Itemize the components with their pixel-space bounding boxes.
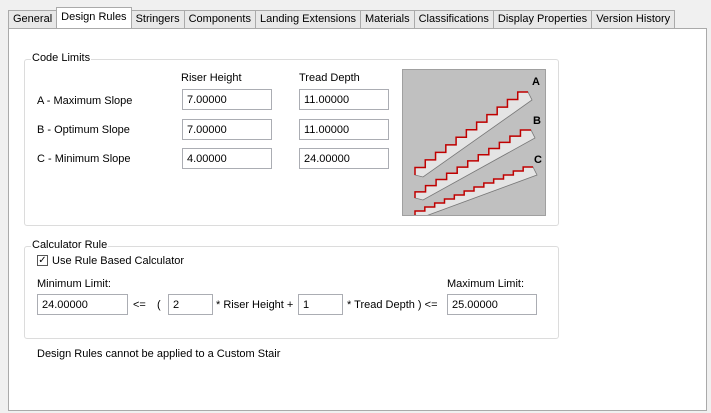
le-operator: <= xyxy=(133,299,146,311)
image-label-c: C xyxy=(534,154,542,166)
use-rule-calculator-label: Use Rule Based Calculator xyxy=(52,255,185,267)
tab-stringers[interactable]: Stringers xyxy=(130,10,185,28)
min-slope-riser-input[interactable]: 4.00000 xyxy=(182,148,272,169)
tab-materials[interactable]: Materials xyxy=(359,10,415,28)
tab-version-history[interactable]: Version History xyxy=(591,10,676,28)
opt-slope-riser-input[interactable]: 7.00000 xyxy=(182,119,272,140)
tread-depth-term: * Tread Depth ) <= xyxy=(347,299,438,311)
tab-components[interactable]: Components xyxy=(183,10,256,28)
image-label-a: A xyxy=(532,76,540,88)
tab-bar: General Design Rules Stringers Component… xyxy=(8,7,676,28)
tread-depth-header: Tread Depth xyxy=(299,72,360,84)
riser-height-header: Riser Height xyxy=(181,72,242,84)
riser-height-term: * Riser Height + xyxy=(216,299,294,311)
riser-multiplier-input[interactable]: 2 xyxy=(168,294,213,315)
stair-a-edge xyxy=(414,91,528,175)
use-rule-calculator-checkbox[interactable]: ✓ xyxy=(37,255,48,266)
opt-slope-label: B - Optimum Slope xyxy=(37,124,130,136)
min-slope-label: C - Minimum Slope xyxy=(37,153,131,165)
tab-design-rules[interactable]: Design Rules xyxy=(56,7,132,28)
max-slope-label: A - Maximum Slope xyxy=(37,95,133,107)
tab-panel: Code Limits Riser Height Tread Depth A -… xyxy=(8,28,707,411)
stair-slope-image: A B C xyxy=(402,69,546,218)
opt-slope-tread-input[interactable]: 11.00000 xyxy=(299,119,389,140)
tab-landing-extensions[interactable]: Landing Extensions xyxy=(254,10,361,28)
calculator-rule-title: Calculator Rule xyxy=(31,239,109,251)
custom-stair-note: Design Rules cannot be applied to a Cust… xyxy=(37,348,281,360)
tread-multiplier-input[interactable]: 1 xyxy=(298,294,343,315)
image-label-b: B xyxy=(533,115,541,127)
tab-classifications[interactable]: Classifications xyxy=(413,10,494,28)
code-limits-group: Code Limits xyxy=(24,52,559,226)
min-limit-label: Minimum Limit: xyxy=(37,278,111,290)
stair-b-edge xyxy=(414,129,531,198)
stair-c-edge xyxy=(414,166,533,215)
open-paren: ( xyxy=(157,299,161,311)
max-limit-input[interactable]: 25.00000 xyxy=(447,294,537,315)
max-slope-tread-input[interactable]: 11.00000 xyxy=(299,89,389,110)
tab-display-properties[interactable]: Display Properties xyxy=(492,10,593,28)
min-limit-input[interactable]: 24.00000 xyxy=(37,294,128,315)
max-slope-riser-input[interactable]: 7.00000 xyxy=(182,89,272,110)
code-limits-title: Code Limits xyxy=(31,52,92,64)
calculator-rule-group: Calculator Rule xyxy=(24,239,559,339)
tab-general[interactable]: General xyxy=(8,10,58,28)
max-limit-label: Maximum Limit: xyxy=(447,278,525,290)
stair-slope-illustration xyxy=(414,91,538,218)
min-slope-tread-input[interactable]: 24.00000 xyxy=(299,148,389,169)
